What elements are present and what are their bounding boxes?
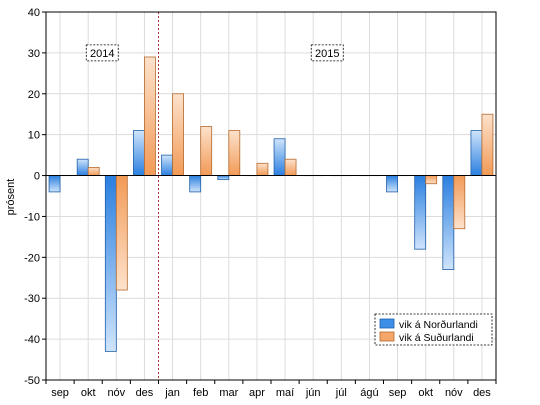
bar	[386, 175, 398, 193]
y-axis-label: prósent	[5, 179, 17, 216]
bar	[217, 175, 230, 181]
year-annotation: 2015	[310, 44, 344, 62]
bar	[481, 113, 494, 176]
x-tick-label: sep	[389, 387, 407, 399]
x-tick-label: ágú	[360, 387, 378, 399]
bar	[172, 93, 184, 176]
x-tick-label: maí	[276, 387, 294, 399]
bar	[453, 175, 466, 230]
x-tick-label: des	[473, 387, 491, 399]
bar	[273, 138, 286, 176]
bar	[284, 158, 297, 176]
year-annotation: 2014	[85, 44, 119, 62]
bar	[414, 175, 427, 250]
x-tick-label: nóv	[107, 387, 125, 399]
y-tick-label: -30	[24, 293, 40, 305]
x-tick-label: sep	[51, 387, 69, 399]
y-tick-label: 20	[28, 89, 40, 101]
y-tick-label: -10	[24, 211, 40, 223]
bar	[48, 175, 61, 193]
bar	[442, 175, 455, 270]
annotation-text: 2014	[90, 48, 114, 60]
bar	[133, 130, 145, 176]
bar	[228, 130, 241, 176]
annotation-box	[310, 44, 344, 62]
bar	[161, 154, 173, 176]
legend-swatch	[379, 318, 395, 329]
bar	[256, 162, 269, 176]
bar	[470, 130, 483, 176]
legend-box	[374, 313, 493, 346]
legend-label: vik á Suðurlandi	[399, 332, 474, 344]
x-tick-label: júl	[335, 387, 347, 399]
x-tick-label: apr	[249, 387, 265, 399]
bars	[48, 56, 494, 352]
bar	[144, 56, 156, 176]
legend-label: vik á Norðurlandi	[399, 319, 478, 331]
bar	[425, 175, 438, 185]
x-tick-label: nóv	[445, 387, 463, 399]
y-tick-label: -20	[24, 252, 40, 264]
y-tick-label: 30	[28, 48, 40, 60]
bar	[104, 175, 117, 352]
x-tick-label: mar	[219, 387, 238, 399]
bar	[115, 175, 128, 291]
y-tick-label: 40	[28, 7, 40, 19]
x-tick-label: jún	[305, 387, 321, 399]
y-tick-label: 10	[28, 130, 40, 142]
bar	[200, 126, 213, 176]
legend-swatch	[379, 331, 395, 342]
bar	[76, 158, 89, 176]
x-tick-label: okt	[81, 387, 96, 399]
y-tick-label: -50	[24, 375, 40, 387]
x-tick-label: okt	[418, 387, 433, 399]
annotation-text: 2015	[315, 48, 339, 60]
y-tick-label: 0	[34, 171, 40, 183]
bar	[87, 166, 100, 176]
y-tick-label: -40	[24, 334, 40, 346]
x-tick-label: jan	[164, 387, 180, 399]
annotation-box	[85, 44, 119, 62]
bar	[189, 175, 202, 193]
x-tick-label: des	[136, 387, 154, 399]
x-tick-label: feb	[193, 387, 208, 399]
